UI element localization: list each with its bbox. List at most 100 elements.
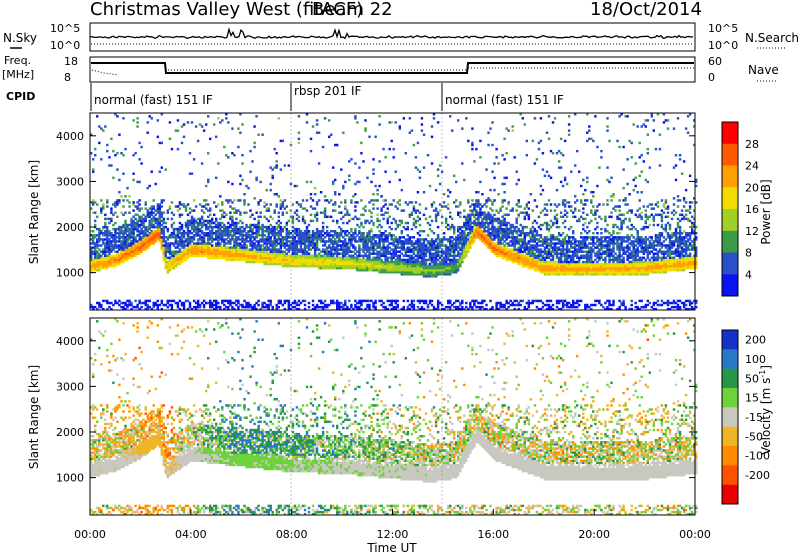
- power-cell: [501, 199, 504, 202]
- power-cell: [275, 238, 278, 241]
- power-cell: [98, 256, 101, 260]
- power-cell: [418, 176, 422, 180]
- power-cell: [154, 219, 157, 223]
- power-cell: [221, 246, 224, 249]
- nsky-trace: [90, 27, 694, 40]
- power-cell: [247, 254, 250, 258]
- power-cell: [184, 299, 188, 303]
- power-cell: [98, 125, 101, 128]
- power-cell: [142, 301, 145, 305]
- power-cell: [473, 160, 476, 163]
- power-cell: [209, 242, 212, 245]
- power-cell: [287, 219, 291, 223]
- power-cell: [122, 172, 125, 175]
- power-cell: [328, 240, 331, 243]
- power-cell: [334, 264, 337, 268]
- power-cell: [301, 232, 305, 235]
- power-cell: [449, 307, 452, 311]
- power-cell: [467, 234, 470, 237]
- power-cell: [172, 230, 176, 233]
- power-cell: [358, 299, 361, 303]
- power-cell: [162, 254, 166, 258]
- power-cell: [92, 203, 95, 206]
- power-cell: [227, 225, 230, 229]
- power-cell: [209, 305, 212, 309]
- power-cell: [231, 230, 234, 233]
- power-cell: [241, 154, 244, 157]
- power-cell: [493, 236, 496, 239]
- power-cell: [412, 244, 416, 247]
- power-cell: [434, 260, 438, 264]
- power-cell: [436, 301, 440, 305]
- power-cell: [368, 248, 371, 251]
- power-cell: [200, 162, 204, 165]
- power-cell: [493, 188, 496, 192]
- power-cell: [503, 305, 506, 309]
- power-cell: [281, 254, 285, 258]
- power-cell: [158, 217, 162, 221]
- power-cell: [392, 262, 395, 266]
- power-cell: [342, 215, 345, 219]
- power-cell: [233, 223, 236, 227]
- power-cell: [158, 213, 162, 217]
- power-cell: [384, 258, 387, 262]
- power-cell: [112, 240, 115, 243]
- power-cell: [182, 254, 186, 258]
- power-cell: [459, 246, 462, 249]
- power-cell: [265, 217, 268, 221]
- power-cell: [326, 230, 329, 233]
- power-cell: [396, 262, 399, 266]
- power-cell: [471, 307, 474, 311]
- power-cell: [398, 240, 402, 243]
- power-cell: [94, 147, 97, 151]
- power-cell: [525, 248, 529, 251]
- power-cell: [178, 213, 182, 217]
- power-cell: [94, 269, 97, 272]
- power-cell: [138, 203, 141, 206]
- power-cell: [422, 299, 426, 303]
- power-cell: [245, 240, 248, 243]
- power-cell: [243, 252, 246, 255]
- power-cell: [332, 264, 335, 268]
- power-cell: [253, 303, 256, 307]
- power-cell: [487, 197, 490, 200]
- power-cell: [219, 221, 222, 225]
- power-cell: [225, 227, 228, 231]
- power-cell: [253, 244, 256, 247]
- power-cell: [229, 252, 232, 255]
- power-cell: [160, 246, 164, 249]
- power-cell: [146, 303, 149, 307]
- power-cell: [271, 230, 274, 233]
- power-cell: [150, 236, 153, 239]
- power-cell: [253, 223, 256, 227]
- power-cell: [227, 299, 230, 303]
- power-cell: [471, 221, 474, 225]
- power-cell: [372, 305, 375, 309]
- power-cell: [283, 250, 287, 253]
- power-cell: [497, 211, 500, 214]
- power-cell: [96, 238, 99, 241]
- power-cell: [211, 238, 214, 241]
- power-cell: [380, 207, 383, 210]
- power-cell: [398, 260, 402, 264]
- power-cell: [160, 242, 164, 245]
- power-cell: [160, 213, 164, 217]
- power-cell: [235, 209, 238, 212]
- power-cell: [233, 238, 236, 241]
- power-cell: [475, 227, 478, 231]
- power-cell: [146, 238, 149, 241]
- power-cell: [509, 248, 512, 251]
- power-cell: [219, 242, 222, 245]
- power-cell: [517, 307, 520, 311]
- power-cell: [485, 168, 488, 171]
- power-cell: [90, 207, 93, 210]
- power-cell: [436, 211, 440, 214]
- power-cell: [459, 303, 462, 307]
- power-cell: [176, 240, 180, 243]
- power-cell: [428, 227, 432, 231]
- power-cell: [243, 299, 246, 303]
- power-cell: [146, 305, 149, 309]
- power-cell: [233, 301, 236, 305]
- power-cell: [364, 269, 367, 272]
- power-cell: [531, 248, 535, 251]
